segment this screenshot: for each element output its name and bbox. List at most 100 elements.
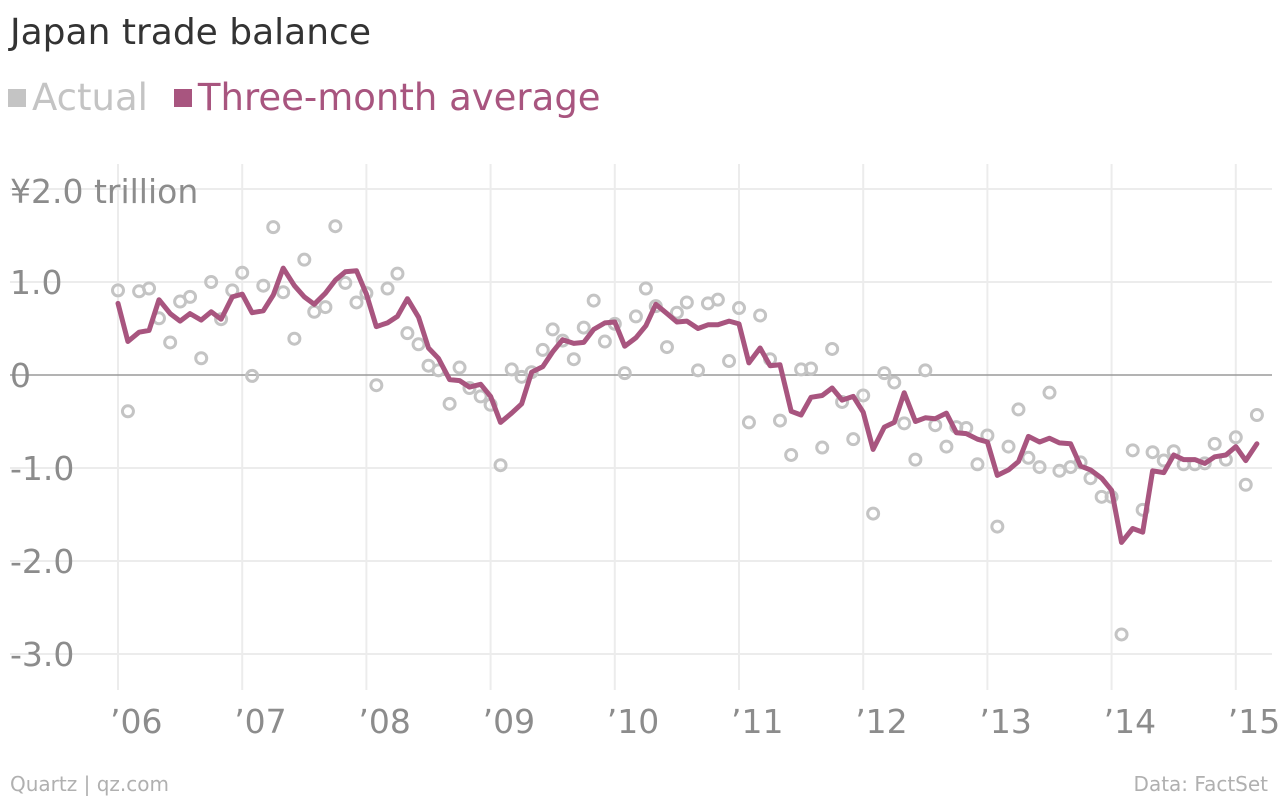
legend-label-actual: Actual <box>32 76 148 119</box>
actual-point <box>473 389 488 404</box>
actual-point <box>545 322 560 337</box>
legend-swatch-three-month-average <box>173 88 192 107</box>
actual-point <box>825 341 840 356</box>
actual-point <box>204 275 219 289</box>
actual-point <box>194 351 209 366</box>
x-tick-labels: ’06 ’07 ’08 ’09 ’10 ’11 ’12 ’13 ’14 ’15 <box>110 702 1280 741</box>
actual-point <box>338 275 353 290</box>
actual-point <box>349 295 364 310</box>
actual-point <box>908 452 923 467</box>
actual-point <box>772 413 787 428</box>
y-tick-labels: 1.0 0 -1.0 -2.0 -3.0 <box>10 263 74 674</box>
y-tick-label: 1.0 <box>10 263 62 302</box>
x-tick-label: ’07 <box>234 702 286 741</box>
actual-point <box>679 295 694 310</box>
actual-point <box>1207 436 1222 451</box>
actual-point <box>784 447 799 462</box>
actual-point <box>535 342 550 357</box>
actual-point <box>1249 407 1264 422</box>
actual-point <box>846 432 861 447</box>
actual-point <box>493 458 508 473</box>
x-tick-label: ’09 <box>483 702 535 741</box>
y-tick-label: -2.0 <box>10 542 74 581</box>
actual-point <box>276 285 291 300</box>
actual-point <box>297 252 312 267</box>
actual-point <box>566 352 581 367</box>
actual-point <box>753 308 768 323</box>
three-month-average-line <box>115 265 1260 545</box>
x-tick-label: ’13 <box>979 702 1031 741</box>
y-tick-label: 0 <box>10 356 31 395</box>
x-tick-label: ’11 <box>731 702 783 741</box>
actual-point <box>411 337 426 352</box>
actual-point <box>245 368 260 383</box>
actual-point <box>442 396 457 411</box>
x-tick-label: ’06 <box>110 702 162 741</box>
y-tick-label: -1.0 <box>10 449 74 488</box>
actual-point <box>897 416 912 431</box>
x-tick-label: ’14 <box>1104 702 1156 741</box>
actual-point <box>939 439 954 454</box>
legend-item-three-month-average: Three-month average <box>173 76 601 119</box>
actual-point <box>1125 443 1140 458</box>
actual-point <box>887 375 902 390</box>
actual-point <box>856 388 871 403</box>
actual-point <box>1042 385 1057 400</box>
actual-point <box>1032 460 1047 475</box>
actual-point <box>390 266 405 281</box>
x-tick-label: ’08 <box>358 702 410 741</box>
chart-title: Japan trade balance <box>10 12 372 53</box>
actual-point <box>586 293 601 308</box>
actual-point <box>111 283 125 298</box>
legend-swatch-actual <box>8 88 26 107</box>
actual-point <box>669 305 684 320</box>
actual-point <box>1238 477 1253 492</box>
actual-point <box>256 278 271 293</box>
actual-point <box>970 457 985 472</box>
actual-point <box>504 362 519 377</box>
y-axis-unit-label: ¥2.0 trillion <box>10 172 198 211</box>
x-tick-label: ’10 <box>607 702 659 741</box>
actual-point <box>597 334 612 349</box>
actual-point <box>1228 430 1243 445</box>
actual-point <box>576 320 591 335</box>
actual-point <box>1145 445 1160 460</box>
actual-point <box>183 289 198 304</box>
actual-point <box>617 366 632 381</box>
legend: Actual Three-month average <box>8 76 627 119</box>
actual-point <box>380 281 395 296</box>
actual-point <box>628 309 643 324</box>
actual-point <box>722 354 737 369</box>
actual-point <box>1001 439 1016 454</box>
actual-point <box>452 360 467 375</box>
actual-point <box>1011 402 1026 417</box>
actual-point <box>307 304 322 319</box>
actual-point <box>328 219 343 234</box>
x-tick-label: ’12 <box>855 702 907 741</box>
x-tick-label: ’15 <box>1228 702 1280 741</box>
actual-points <box>111 219 1264 642</box>
actual-point <box>928 418 943 433</box>
actual-point <box>877 366 892 381</box>
actual-point <box>142 281 157 296</box>
actual-point <box>815 440 830 455</box>
y-tick-label: -3.0 <box>10 635 74 674</box>
actual-point <box>732 301 746 316</box>
actual-point <box>990 519 1005 534</box>
actual-point <box>235 265 250 280</box>
actual-point <box>318 300 333 315</box>
actual-point <box>163 335 178 350</box>
actual-point <box>1021 450 1036 465</box>
actual-point <box>120 404 135 419</box>
actual-point <box>1114 627 1129 642</box>
actual-point <box>804 361 819 376</box>
source-credit: Quartz | qz.com <box>10 772 169 796</box>
actual-point <box>710 292 725 307</box>
actual-point <box>287 331 302 346</box>
actual-point <box>369 378 384 393</box>
actual-point <box>400 326 415 341</box>
actual-point <box>266 220 281 235</box>
legend-label-three-month-average: Three-month average <box>197 76 601 119</box>
actual-point <box>918 363 933 378</box>
